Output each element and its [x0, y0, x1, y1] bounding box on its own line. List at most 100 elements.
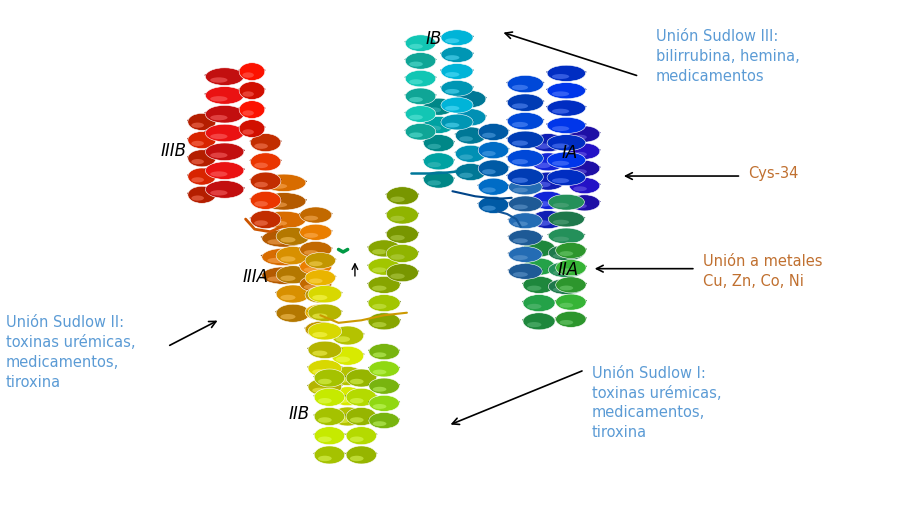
Ellipse shape — [459, 173, 473, 178]
Ellipse shape — [547, 65, 586, 81]
Ellipse shape — [547, 82, 586, 99]
Ellipse shape — [531, 191, 565, 209]
Ellipse shape — [508, 230, 542, 245]
Ellipse shape — [428, 107, 441, 112]
Ellipse shape — [508, 179, 542, 195]
Ellipse shape — [250, 215, 282, 221]
Ellipse shape — [477, 146, 509, 151]
Ellipse shape — [308, 360, 342, 377]
Ellipse shape — [276, 266, 310, 284]
Ellipse shape — [300, 207, 332, 223]
Ellipse shape — [210, 134, 228, 139]
Ellipse shape — [187, 136, 217, 142]
Ellipse shape — [423, 117, 454, 133]
Ellipse shape — [459, 154, 473, 160]
Ellipse shape — [250, 153, 281, 171]
Ellipse shape — [206, 87, 244, 104]
Ellipse shape — [548, 228, 584, 244]
Ellipse shape — [454, 131, 486, 137]
Ellipse shape — [482, 187, 495, 192]
Ellipse shape — [441, 101, 473, 106]
Ellipse shape — [314, 450, 345, 456]
Ellipse shape — [368, 258, 400, 275]
Ellipse shape — [260, 253, 307, 258]
Ellipse shape — [206, 143, 244, 161]
Ellipse shape — [477, 128, 509, 133]
Ellipse shape — [547, 135, 586, 151]
Ellipse shape — [441, 84, 473, 90]
Ellipse shape — [332, 346, 364, 365]
Ellipse shape — [335, 417, 350, 423]
Ellipse shape — [548, 262, 584, 277]
Ellipse shape — [522, 299, 556, 304]
Ellipse shape — [508, 213, 542, 229]
Ellipse shape — [368, 382, 400, 387]
Ellipse shape — [569, 178, 600, 194]
Ellipse shape — [507, 234, 543, 239]
Ellipse shape — [250, 211, 281, 229]
Ellipse shape — [318, 379, 332, 384]
Ellipse shape — [513, 272, 528, 277]
Ellipse shape — [281, 295, 295, 300]
Ellipse shape — [308, 323, 342, 340]
Ellipse shape — [239, 120, 265, 137]
Ellipse shape — [281, 256, 295, 262]
Ellipse shape — [507, 75, 544, 93]
Ellipse shape — [455, 109, 486, 126]
Ellipse shape — [350, 456, 364, 461]
Ellipse shape — [331, 351, 365, 357]
Ellipse shape — [318, 456, 332, 461]
Ellipse shape — [281, 314, 295, 320]
Ellipse shape — [335, 377, 350, 383]
Ellipse shape — [409, 115, 423, 120]
Ellipse shape — [478, 196, 509, 213]
Ellipse shape — [206, 68, 244, 86]
Ellipse shape — [531, 153, 565, 171]
Ellipse shape — [303, 267, 318, 272]
Ellipse shape — [239, 67, 265, 73]
Ellipse shape — [346, 427, 377, 445]
Text: IB: IB — [425, 31, 441, 48]
Ellipse shape — [547, 70, 587, 74]
Ellipse shape — [313, 332, 327, 337]
Ellipse shape — [390, 216, 405, 221]
Ellipse shape — [332, 366, 364, 385]
Ellipse shape — [477, 164, 509, 169]
Ellipse shape — [373, 404, 387, 409]
Ellipse shape — [522, 281, 556, 286]
Ellipse shape — [553, 253, 569, 258]
Ellipse shape — [523, 313, 555, 330]
Ellipse shape — [346, 446, 377, 464]
Ellipse shape — [547, 122, 587, 127]
Ellipse shape — [506, 136, 544, 141]
Ellipse shape — [454, 95, 486, 100]
Ellipse shape — [409, 97, 423, 102]
Ellipse shape — [267, 220, 287, 226]
Ellipse shape — [313, 369, 327, 375]
Ellipse shape — [367, 299, 401, 304]
Text: Unión Sudlow I:
toxinas urémicas,
medicamentos,
tiroxina: Unión Sudlow I: toxinas urémicas, medica… — [592, 366, 721, 440]
Ellipse shape — [405, 35, 436, 51]
Ellipse shape — [569, 160, 600, 177]
Ellipse shape — [454, 168, 486, 173]
Ellipse shape — [387, 187, 419, 205]
Ellipse shape — [547, 266, 585, 271]
Ellipse shape — [553, 287, 569, 292]
Ellipse shape — [367, 281, 401, 286]
Ellipse shape — [569, 130, 600, 135]
Ellipse shape — [390, 273, 405, 279]
Ellipse shape — [386, 249, 420, 254]
Ellipse shape — [299, 280, 333, 285]
Ellipse shape — [478, 178, 509, 195]
Ellipse shape — [441, 114, 473, 130]
Ellipse shape — [210, 153, 228, 158]
Ellipse shape — [548, 211, 584, 227]
Ellipse shape — [250, 138, 282, 144]
Ellipse shape — [548, 278, 584, 295]
Ellipse shape — [559, 268, 573, 273]
Ellipse shape — [556, 294, 586, 310]
Ellipse shape — [428, 126, 441, 131]
Ellipse shape — [335, 336, 350, 342]
Ellipse shape — [522, 244, 556, 249]
Ellipse shape — [210, 96, 228, 101]
